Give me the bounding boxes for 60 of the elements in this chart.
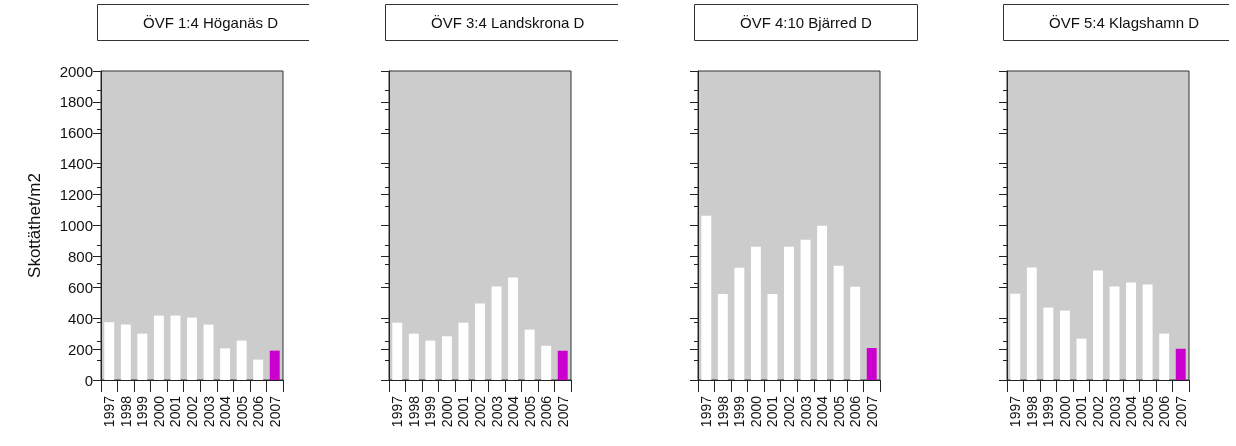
x-tick-label: 2001 [1073, 395, 1090, 428]
y-tick-label: 1600 [59, 124, 93, 142]
x-tick-label: 2005 [830, 395, 847, 428]
x-tick-label: 2004 [1123, 395, 1140, 428]
x-tick-label: 2001 [764, 395, 781, 428]
x-tick-label: 1998 [714, 395, 731, 428]
x-tick-label: 2003 [488, 395, 505, 428]
x-tick-label: 2002 [781, 395, 797, 428]
x-tick-label: 1997 [101, 395, 118, 428]
x-tick-label: 2005 [233, 395, 250, 428]
x-tick-label: 1999 [134, 395, 151, 428]
x-tick-label: 1999 [1040, 395, 1057, 428]
x-tick-label: 2004 [505, 395, 522, 428]
x-tick-label: 2007 [554, 395, 571, 428]
chart-title: ÖVF 5:4 Klagshamn D [1049, 14, 1200, 31]
y-axis-title: Skottäthet/m2 [25, 173, 44, 278]
x-tick-label: 1999 [731, 395, 748, 428]
x-tick-label: 2000 [150, 395, 167, 428]
x-tick-label: 2002 [472, 395, 488, 428]
y-tick-label: 1200 [59, 186, 93, 204]
y-tick-label: 2000 [59, 62, 93, 80]
x-tick-label: 1999 [422, 395, 439, 428]
chart-title: ÖVF 4:10 Bjärred D [740, 14, 872, 31]
x-tick-label: 2006 [250, 395, 267, 428]
x-tick-label: 2001 [455, 395, 472, 428]
x-tick-label: 2006 [847, 395, 864, 428]
y-tick-label: 0 [84, 371, 93, 389]
x-tick-label: 2003 [797, 395, 814, 428]
y-tick-label: 800 [67, 247, 93, 265]
x-tick-label: 2003 [1106, 395, 1123, 428]
x-tick-label: 2007 [863, 395, 880, 428]
x-tick-label: 1997 [1007, 395, 1024, 428]
x-tick-label: 2002 [184, 395, 200, 428]
x-tick-label: 2003 [200, 395, 217, 428]
x-tick-label: 2007 [1172, 395, 1189, 428]
chart-title: ÖVF 3:4 Landskrona D [431, 14, 585, 31]
x-tick-label: 1997 [698, 395, 715, 428]
x-tick-label: 1998 [117, 395, 134, 428]
y-tick-label: 600 [67, 278, 93, 296]
x-tick-label: 2001 [167, 395, 184, 428]
chart-title: ÖVF 1:4 Höganäs D [143, 14, 279, 31]
x-tick-label: 2000 [1056, 395, 1073, 428]
y-tick-label: 1400 [59, 155, 93, 173]
x-tick-label: 2000 [747, 395, 764, 428]
y-tick-label: 1800 [59, 93, 93, 111]
x-tick-label: 2006 [1156, 395, 1173, 428]
x-tick-label: 1998 [1023, 395, 1040, 428]
x-tick-label: 2005 [1139, 395, 1156, 428]
x-tick-label: 2004 [814, 395, 831, 428]
y-tick-label: 1000 [59, 217, 93, 234]
x-tick-label: 2005 [521, 395, 538, 428]
x-tick-label: 2000 [438, 395, 455, 428]
x-tick-label: 2007 [266, 395, 283, 428]
x-tick-label: 2006 [538, 395, 555, 428]
x-tick-label: 2004 [217, 395, 234, 428]
y-tick-label: 200 [67, 340, 93, 358]
x-tick-label: 1997 [389, 395, 406, 428]
x-tick-label: 2002 [1090, 395, 1106, 428]
x-tick-label: 1998 [405, 395, 422, 428]
y-tick-label: 400 [67, 309, 93, 327]
